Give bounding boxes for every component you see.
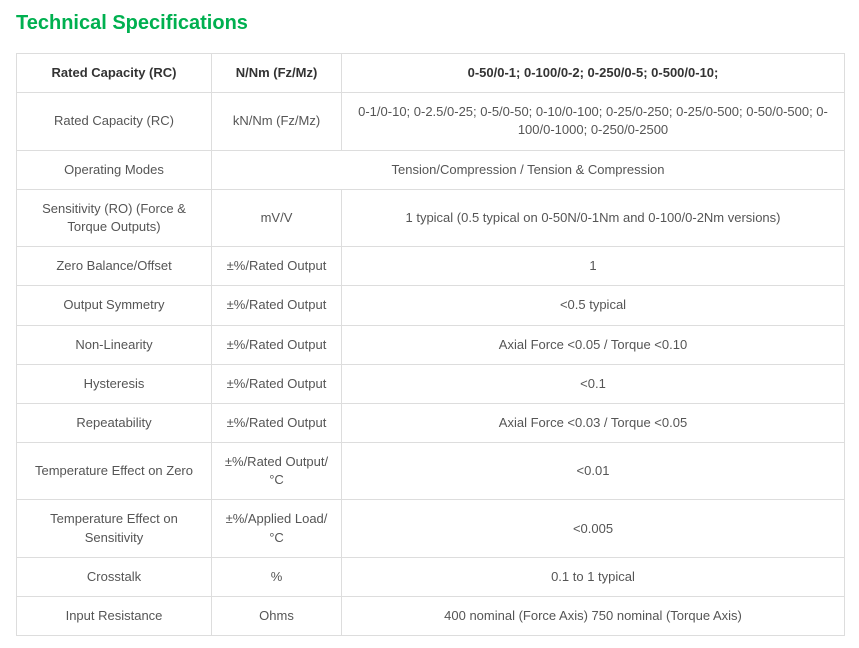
cell-unit: Ohms [212, 597, 342, 636]
cell-param: Non-Linearity [17, 325, 212, 364]
header-param: Rated Capacity (RC) [17, 54, 212, 93]
cell-value: <0.1 [342, 364, 845, 403]
table-row: Temperature Effect on Zero±%/Rated Outpu… [17, 443, 845, 500]
cell-param: Zero Balance/Offset [17, 247, 212, 286]
table-row: Crosstalk%0.1 to 1 typical [17, 557, 845, 596]
cell-param: Input Resistance [17, 597, 212, 636]
cell-param: Temperature Effect on Sensitivity [17, 500, 212, 557]
cell-value: <0.01 [342, 443, 845, 500]
cell-unit: ±%/Rated Output [212, 325, 342, 364]
table-header-row: Rated Capacity (RC) N/Nm (Fz/Mz) 0-50/0-… [17, 54, 845, 93]
table-row: Input ResistanceOhms400 nominal (Force A… [17, 597, 845, 636]
cell-param: Rated Capacity (RC) [17, 93, 212, 150]
cell-unit: ±%/Rated Output [212, 247, 342, 286]
spec-table: Rated Capacity (RC) N/Nm (Fz/Mz) 0-50/0-… [16, 53, 845, 636]
cell-unit: ±%/Rated Output [212, 364, 342, 403]
cell-value: 0-1/0-10; 0-2.5/0-25; 0-5/0-50; 0-10/0-1… [342, 93, 845, 150]
cell-param: Crosstalk [17, 557, 212, 596]
cell-unit: mV/V [212, 189, 342, 246]
cell-unit: ±%/Rated Output/°C [212, 443, 342, 500]
cell-value: <0.005 [342, 500, 845, 557]
table-row: Hysteresis±%/Rated Output<0.1 [17, 364, 845, 403]
cell-param: Operating Modes [17, 150, 212, 189]
cell-unit: % [212, 557, 342, 596]
page-title: Technical Specifications [16, 12, 843, 35]
cell-value: Axial Force <0.05 / Torque <0.10 [342, 325, 845, 364]
cell-param: Repeatability [17, 403, 212, 442]
table-row: Sensitivity (RO) (Force & Torque Outputs… [17, 189, 845, 246]
cell-unit: ±%/Applied Load/°C [212, 500, 342, 557]
cell-unit: kN/Nm (Fz/Mz) [212, 93, 342, 150]
table-row: Temperature Effect on Sensitivity±%/Appl… [17, 500, 845, 557]
table-row: Operating ModesTension/Compression / Ten… [17, 150, 845, 189]
table-row: Output Symmetry±%/Rated Output<0.5 typic… [17, 286, 845, 325]
cell-param: Hysteresis [17, 364, 212, 403]
cell-value: <0.5 typical [342, 286, 845, 325]
table-row: Rated Capacity (RC)kN/Nm (Fz/Mz)0-1/0-10… [17, 93, 845, 150]
table-row: Repeatability±%/Rated OutputAxial Force … [17, 403, 845, 442]
cell-value: 1 typical (0.5 typical on 0-50N/0-1Nm an… [342, 189, 845, 246]
table-body: Rated Capacity (RC)kN/Nm (Fz/Mz)0-1/0-10… [17, 93, 845, 636]
cell-param: Sensitivity (RO) (Force & Torque Outputs… [17, 189, 212, 246]
cell-value: Tension/Compression / Tension & Compress… [212, 150, 845, 189]
cell-value: 1 [342, 247, 845, 286]
table-row: Zero Balance/Offset±%/Rated Output1 [17, 247, 845, 286]
cell-param: Output Symmetry [17, 286, 212, 325]
cell-param: Temperature Effect on Zero [17, 443, 212, 500]
cell-value: 400 nominal (Force Axis) 750 nominal (To… [342, 597, 845, 636]
header-unit: N/Nm (Fz/Mz) [212, 54, 342, 93]
table-row: Non-Linearity±%/Rated OutputAxial Force … [17, 325, 845, 364]
cell-value: Axial Force <0.03 / Torque <0.05 [342, 403, 845, 442]
cell-unit: ±%/Rated Output [212, 286, 342, 325]
cell-value: 0.1 to 1 typical [342, 557, 845, 596]
header-value: 0-50/0-1; 0-100/0-2; 0-250/0-5; 0-500/0-… [342, 54, 845, 93]
cell-unit: ±%/Rated Output [212, 403, 342, 442]
